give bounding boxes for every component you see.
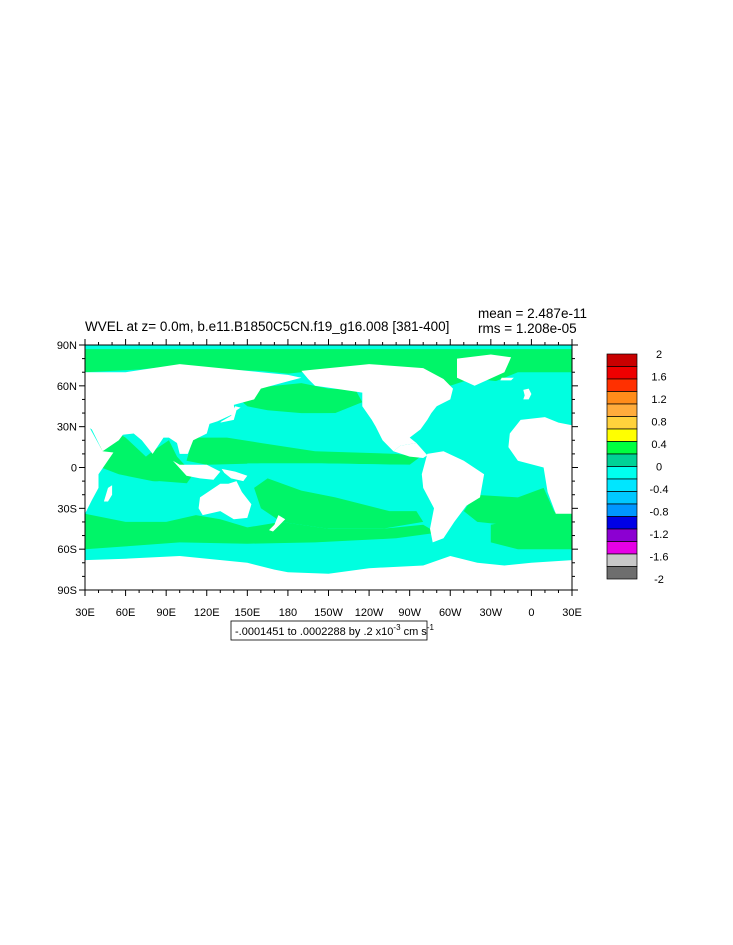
range-label-unit: cm s — [401, 626, 428, 638]
colorbar-box — [606, 466, 638, 480]
land-iceland — [500, 377, 514, 381]
land-new-zealand — [269, 515, 286, 532]
land-madagascar — [103, 485, 113, 502]
colorbar-box — [606, 353, 638, 367]
y-tick-label: 30S — [57, 503, 77, 515]
land-greenland — [457, 354, 512, 386]
colorbar: 2 1.6 1.2 0.8 0.4 0 -0.4 -0.8 -1.2 -1.6 -2 — [606, 349, 669, 586]
field-region-south-atlantic-tropical — [457, 456, 544, 498]
field-region-north-pacific-subtropical — [213, 402, 394, 452]
colorbar-label: 1.2 — [651, 394, 666, 406]
x-tick-label: 90E — [156, 607, 176, 619]
range-label-unit-exponent: -1 — [427, 623, 435, 632]
colorbar-box — [606, 516, 638, 530]
colorbar-label: -2 — [654, 574, 664, 586]
x-tick-label: 150E — [234, 607, 260, 619]
colorbar-box — [606, 541, 638, 555]
svg-text:-.0001451 to .0002288 by .2 x1: -.0001451 to .0002288 by .2 x10-3 cm s-1 — [235, 623, 434, 638]
colorbar-box — [606, 566, 638, 580]
field-region-southern-ocean-positive-band — [85, 513, 437, 550]
field-region-south-pacific-subtropical — [254, 478, 424, 529]
colorbar-box — [606, 453, 638, 467]
x-tick-label: 30E — [562, 607, 582, 619]
colorbar-box — [606, 528, 638, 542]
colorbar-label: 0.8 — [651, 417, 666, 429]
y-tick-label: 90S — [57, 585, 77, 597]
chart-title: WVEL at z= 0.0m, b.e11.B1850C5CN.f19_g16… — [85, 319, 449, 334]
x-tick-label: 90W — [398, 607, 421, 619]
range-label-text: -.0001451 to .0002288 by .2 x10 — [235, 626, 393, 638]
colorbar-box — [606, 403, 638, 417]
x-axis: 30E 60E 90E 120E 150E 180 150W 120W 90W 60W 30W 0 30… — [75, 339, 582, 619]
colorbar-box — [606, 478, 638, 492]
land-new-guinea — [221, 468, 248, 482]
field-region-southern-ocean-east — [490, 508, 572, 550]
mean-stat: mean = 2.487e-11 — [478, 306, 587, 321]
y-tick-label: 60N — [57, 381, 77, 393]
field-region-indian-ocean-south — [101, 481, 198, 522]
field-region-indian-ocean-north — [98, 433, 194, 484]
colorbar-box — [606, 491, 638, 505]
land-japan — [220, 406, 241, 423]
land-central-america — [393, 443, 428, 458]
colorbar-label: -0.8 — [650, 507, 669, 519]
x-tick-label: 0 — [528, 607, 534, 619]
colorbar-box — [606, 428, 638, 442]
colorbar-label: 0.4 — [651, 439, 666, 451]
x-tick-label: 30W — [480, 607, 503, 619]
land-mask — [85, 354, 572, 590]
colorbar-label: -1.6 — [650, 552, 669, 564]
x-tick-label: 150W — [314, 607, 343, 619]
land-africa-wrap — [508, 417, 572, 514]
x-tick-label: 120W — [355, 607, 384, 619]
colorbar-box — [606, 366, 638, 380]
land-eurasia — [85, 364, 302, 454]
x-tick-label: 60W — [439, 607, 462, 619]
colorbar-label: 1.6 — [651, 372, 666, 384]
colorbar-box — [606, 503, 638, 517]
field-region-arctic — [85, 349, 572, 386]
colorbar-label: 2 — [656, 349, 662, 361]
land-uk — [523, 388, 532, 400]
range-label-exponent: -3 — [393, 623, 401, 632]
field-region-north-pacific-tropical — [186, 437, 421, 465]
colorbar-box — [606, 378, 638, 392]
land-indonesia — [172, 460, 221, 480]
land-south-america — [421, 451, 485, 543]
colorbar-box — [606, 416, 638, 430]
colorbar-box — [606, 553, 638, 567]
y-tick-label: 30N — [57, 422, 77, 434]
field-region-south-atlantic-subtropical — [463, 487, 556, 525]
y-axis: 90N 60N 30N 0 30S 60S 90S — [57, 340, 578, 597]
field-region-equatorial-pacific — [247, 463, 425, 512]
contour-field — [85, 349, 572, 574]
colorbar-box — [606, 391, 638, 405]
land-australia — [198, 481, 252, 520]
x-tick-label: 120E — [194, 607, 220, 619]
y-tick-label: 60S — [57, 544, 77, 556]
land-africa — [85, 425, 114, 514]
x-tick-label: 60E — [116, 607, 136, 619]
x-tick-label: 180 — [279, 607, 297, 619]
land-north-america — [301, 364, 453, 452]
field-region-north-pacific-subpolar — [236, 383, 363, 414]
land-antarctica — [85, 556, 572, 590]
colorbar-label: -0.4 — [650, 484, 669, 496]
range-label-box: -.0001451 to .0002288 by .2 x10-3 cm s-1 — [230, 620, 434, 641]
colorbar-label: 0 — [656, 462, 662, 474]
y-tick-label: 0 — [71, 463, 77, 475]
colorbar-box — [606, 441, 638, 455]
rms-stat: rms = 1.208e-05 — [478, 321, 577, 336]
colorbar-label: -1.2 — [650, 529, 669, 541]
y-tick-label: 90N — [57, 340, 77, 352]
x-tick-label: 30E — [75, 607, 95, 619]
